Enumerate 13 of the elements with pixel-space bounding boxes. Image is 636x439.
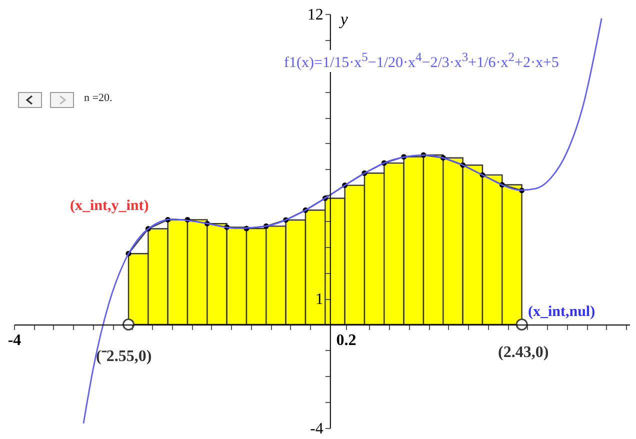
annotation: (⁻2.55,0) bbox=[96, 347, 152, 366]
annotation: (2.43,0) bbox=[498, 344, 549, 362]
y-tick-label: -4 bbox=[310, 420, 324, 438]
y-tick-label: 12 bbox=[307, 6, 324, 24]
text: f1(x)=1/15·x$^{5}$−1/20·x$^{4}$−2/3·x$^{3}$+1/6·x$^{2}$+2·x+5 bbox=[284, 50, 559, 71]
annotation: n =20. bbox=[84, 92, 112, 104]
point bbox=[516, 318, 528, 330]
y-tick-label: 1 bbox=[315, 291, 324, 308]
point bbox=[122, 318, 135, 330]
x-tick-label: 0.2 bbox=[336, 332, 356, 349]
y-axis-title: y bbox=[338, 10, 348, 28]
annotation: (x_int,nul) bbox=[528, 304, 596, 321]
annotation: (x_int,y_int) bbox=[70, 198, 149, 215]
